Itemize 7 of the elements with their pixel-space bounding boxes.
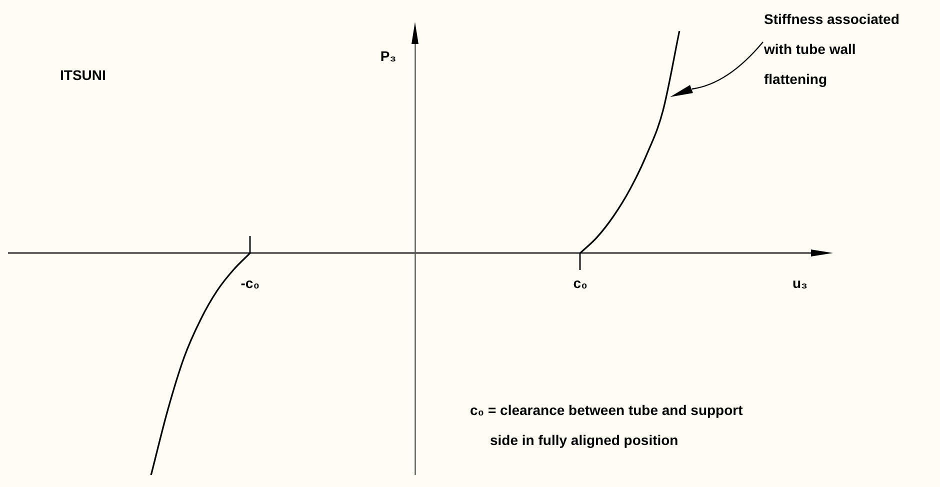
x-tick-label: -c₀ [240,274,260,291]
x-tick-label: c₀ [573,274,588,291]
x-axis-title: u₃ [792,274,808,291]
annotation: Stiffness associated with tube wall flattening [764,10,900,89]
y-axis-title: P₃ [380,48,396,64]
annotation: c₀ = clearance between tube and support side in fully aligned position [470,401,744,450]
annotation: ITSUNI [60,66,106,85]
